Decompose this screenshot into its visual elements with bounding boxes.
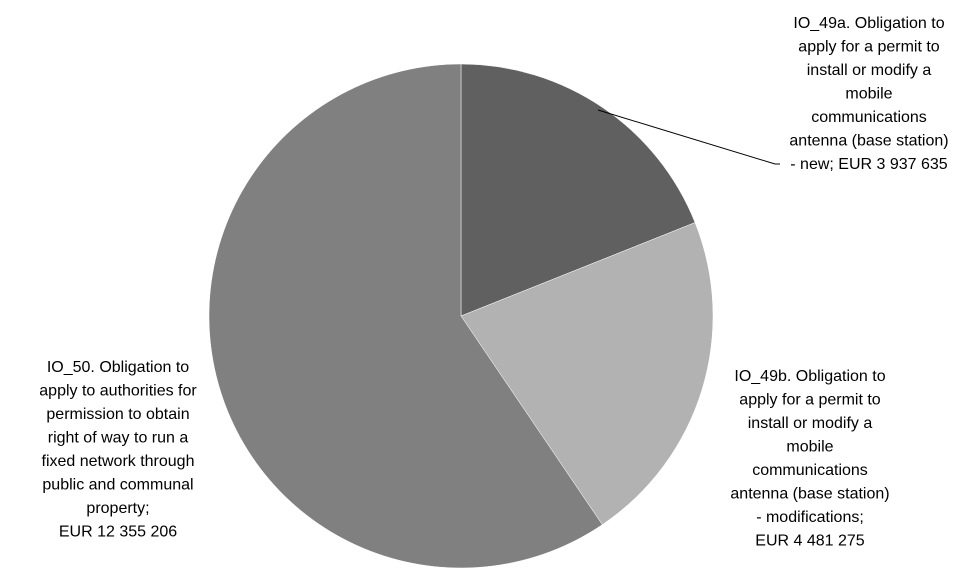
slice-label-line: install or modify a <box>807 62 932 79</box>
slice-label-line: install or modify a <box>748 415 873 432</box>
slice-label-line: IO_50. Obligation to <box>47 359 189 376</box>
leader-line-io-49a <box>597 109 776 165</box>
slice-label-line: apply to authorities for <box>39 383 197 400</box>
slice-label-line: fixed network through <box>42 453 195 470</box>
pie-slices <box>208 63 714 568</box>
slice-label-line: apply for a permit to <box>798 39 940 56</box>
slice-label-line: mobile <box>845 86 892 103</box>
slice-label-line: property; <box>86 500 149 517</box>
pie-slice-io-49a <box>460 63 696 317</box>
slice-label-line: antenna (base station) <box>789 133 948 150</box>
slice-label-line: EUR 12 355 206 <box>59 524 177 541</box>
pie-slice-io-49b <box>460 222 714 526</box>
slice-label-line: IO_49a. Obligation to <box>793 15 944 32</box>
slice-label-line: - new; EUR 3 937 635 <box>790 156 948 173</box>
slice-label-line: mobile <box>786 439 833 456</box>
slice-label-line: EUR 4 481 275 <box>755 533 865 550</box>
slice-label-line: communications <box>752 462 868 479</box>
slice-labels: IO_49a. Obligation to apply for a permit … <box>39 15 948 550</box>
slice-label-line: public and communal <box>42 477 193 494</box>
slice-label-line: permission to obtain <box>46 406 189 423</box>
slice-label-io-50: IO_50. Obligation to apply to authorities… <box>39 359 197 541</box>
slice-label-io-49b: IO_49b. Obligation to apply for a permit … <box>730 368 889 550</box>
slice-label-line: antenna (base station) <box>730 486 889 503</box>
slice-label-line: - modifications; <box>756 509 864 526</box>
slice-label-line: IO_49b. Obligation to <box>734 368 885 385</box>
slice-label-line: right of way to run a <box>48 430 189 447</box>
slice-label-line: apply for a permit to <box>739 392 881 409</box>
slice-label-io-49a: IO_49a. Obligation to apply for a permit … <box>789 15 948 173</box>
slice-label-line: communications <box>811 109 927 126</box>
